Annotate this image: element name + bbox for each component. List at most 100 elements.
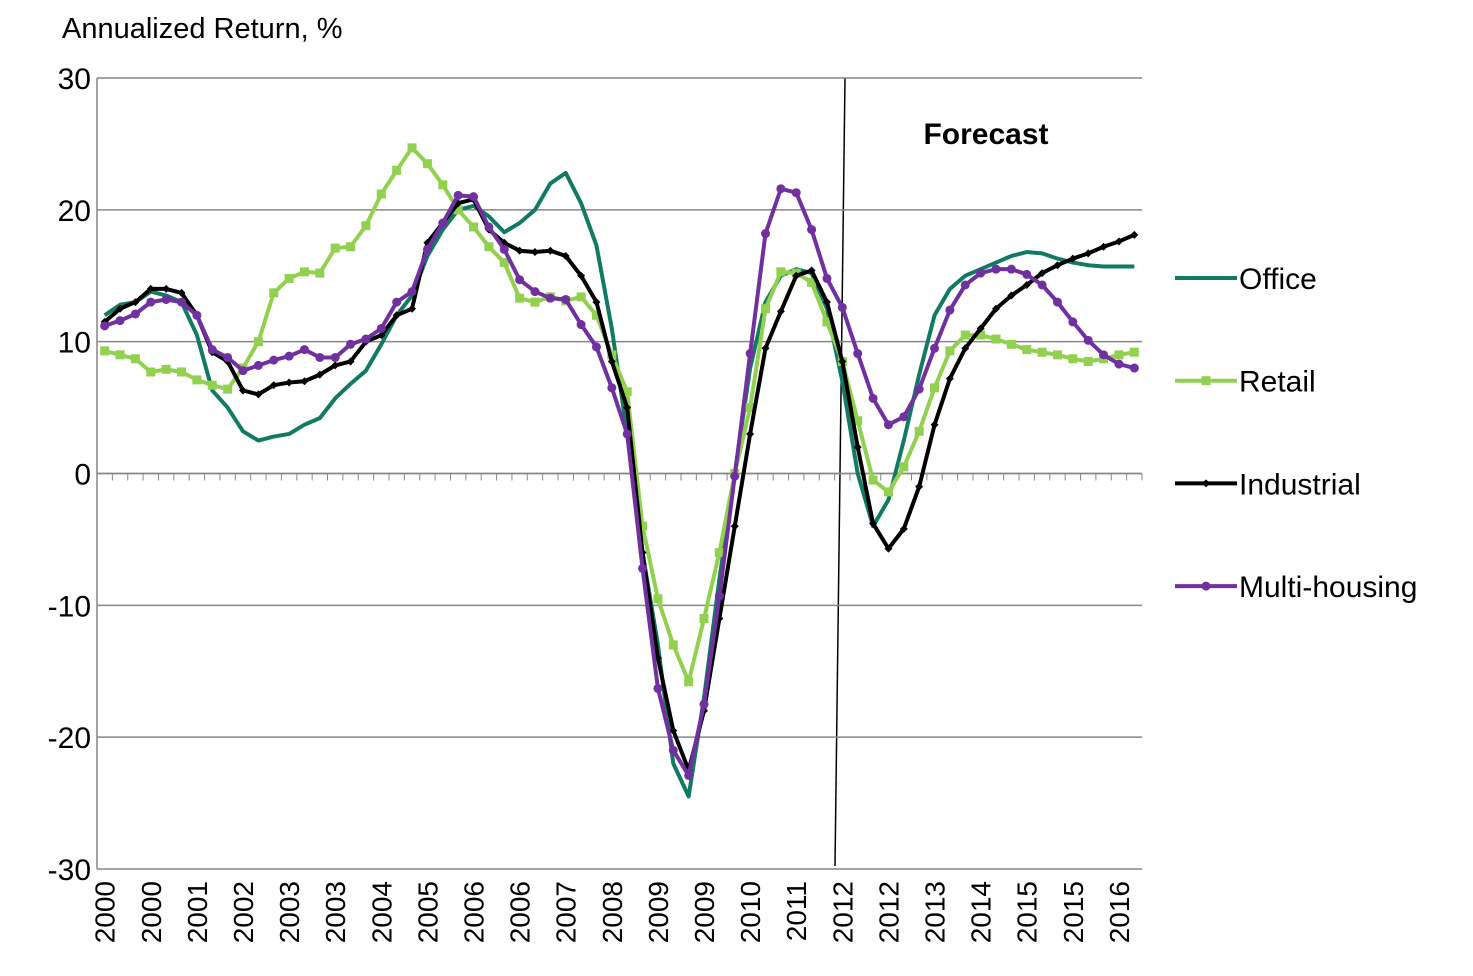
x-tick-label: 2015	[1058, 881, 1089, 943]
x-tick-label: 2004	[366, 881, 397, 943]
data-point	[638, 563, 648, 573]
data-point	[146, 297, 156, 307]
data-point	[146, 367, 156, 377]
data-point	[868, 393, 878, 403]
data-point	[577, 271, 586, 280]
data-point	[453, 190, 463, 200]
data-point	[991, 334, 1001, 344]
data-point	[1038, 269, 1047, 278]
data-point	[576, 320, 586, 330]
data-point	[730, 471, 740, 481]
data-point	[1037, 280, 1047, 290]
data-point	[592, 298, 601, 307]
data-point	[591, 310, 601, 320]
data-point	[269, 355, 279, 365]
data-point	[899, 462, 909, 472]
data-point	[177, 288, 186, 297]
data-point	[346, 357, 355, 366]
x-tick-label: 2010	[735, 881, 766, 943]
data-point	[315, 352, 325, 362]
x-tick-label: 2005	[412, 881, 443, 943]
data-point	[914, 384, 924, 394]
data-point	[453, 205, 463, 215]
x-tick-label: 2000	[136, 881, 167, 943]
data-point	[668, 745, 678, 755]
data-point	[1129, 363, 1139, 373]
data-point	[869, 519, 878, 528]
data-point	[714, 591, 724, 601]
data-point	[853, 416, 863, 426]
data-point	[1099, 242, 1108, 251]
data-point	[1006, 339, 1016, 349]
y-tick-label: -20	[48, 722, 91, 755]
data-point	[1114, 359, 1124, 369]
data-point	[1114, 237, 1123, 246]
data-point	[792, 271, 801, 280]
data-point	[269, 288, 279, 298]
data-point	[699, 614, 709, 624]
data-point	[346, 339, 356, 349]
data-point	[438, 218, 448, 228]
data-point	[868, 475, 878, 485]
data-point	[653, 683, 663, 693]
data-point	[884, 544, 893, 553]
series	[100, 184, 1139, 780]
y-tick-label: -30	[48, 854, 91, 887]
data-point	[285, 378, 294, 387]
data-point	[162, 284, 171, 293]
data-point	[822, 317, 832, 327]
data-point	[761, 344, 770, 353]
data-point	[315, 370, 324, 379]
y-tick-label: 10	[58, 327, 91, 360]
data-point	[545, 293, 555, 303]
data-point	[930, 420, 939, 429]
data-point	[499, 258, 509, 268]
forecast-annotation: Forecast	[923, 118, 1048, 151]
x-tick-label: 2009	[643, 881, 674, 943]
x-tick-label: 2012	[827, 881, 858, 943]
data-point	[192, 310, 202, 320]
data-point	[192, 375, 202, 385]
data-point	[1084, 249, 1093, 258]
data-point	[976, 324, 985, 333]
data-point	[115, 316, 125, 326]
data-point	[177, 367, 187, 377]
data-point	[930, 383, 940, 393]
data-point	[591, 342, 601, 352]
data-point	[146, 284, 155, 293]
data-point	[883, 420, 893, 430]
data-point	[530, 297, 540, 307]
data-point	[484, 222, 494, 232]
x-tick-label: 2003	[320, 881, 351, 943]
data-point	[392, 311, 401, 320]
data-point	[976, 330, 986, 340]
data-point	[745, 349, 755, 359]
data-point	[714, 548, 724, 558]
data-point	[776, 307, 785, 316]
data-point	[915, 482, 924, 491]
x-tick-label: 2011	[781, 881, 812, 941]
data-point	[376, 189, 386, 199]
data-point	[960, 280, 970, 290]
data-point	[960, 330, 970, 340]
data-point	[930, 343, 940, 353]
data-point	[976, 268, 986, 278]
data-point	[392, 297, 402, 307]
data-point	[899, 524, 908, 533]
data-point	[822, 273, 832, 283]
data-point	[1068, 317, 1078, 327]
data-point	[1083, 335, 1093, 345]
x-tick-label: 2009	[689, 881, 720, 943]
data-point	[469, 222, 479, 232]
data-point	[515, 293, 525, 303]
data-point	[530, 248, 539, 257]
data-point	[1083, 356, 1093, 366]
data-point	[115, 350, 125, 360]
data-point	[760, 304, 770, 314]
data-point	[238, 386, 247, 395]
data-point	[853, 349, 863, 359]
data-point	[623, 403, 632, 412]
data-point	[1037, 347, 1047, 357]
data-point	[622, 387, 632, 397]
